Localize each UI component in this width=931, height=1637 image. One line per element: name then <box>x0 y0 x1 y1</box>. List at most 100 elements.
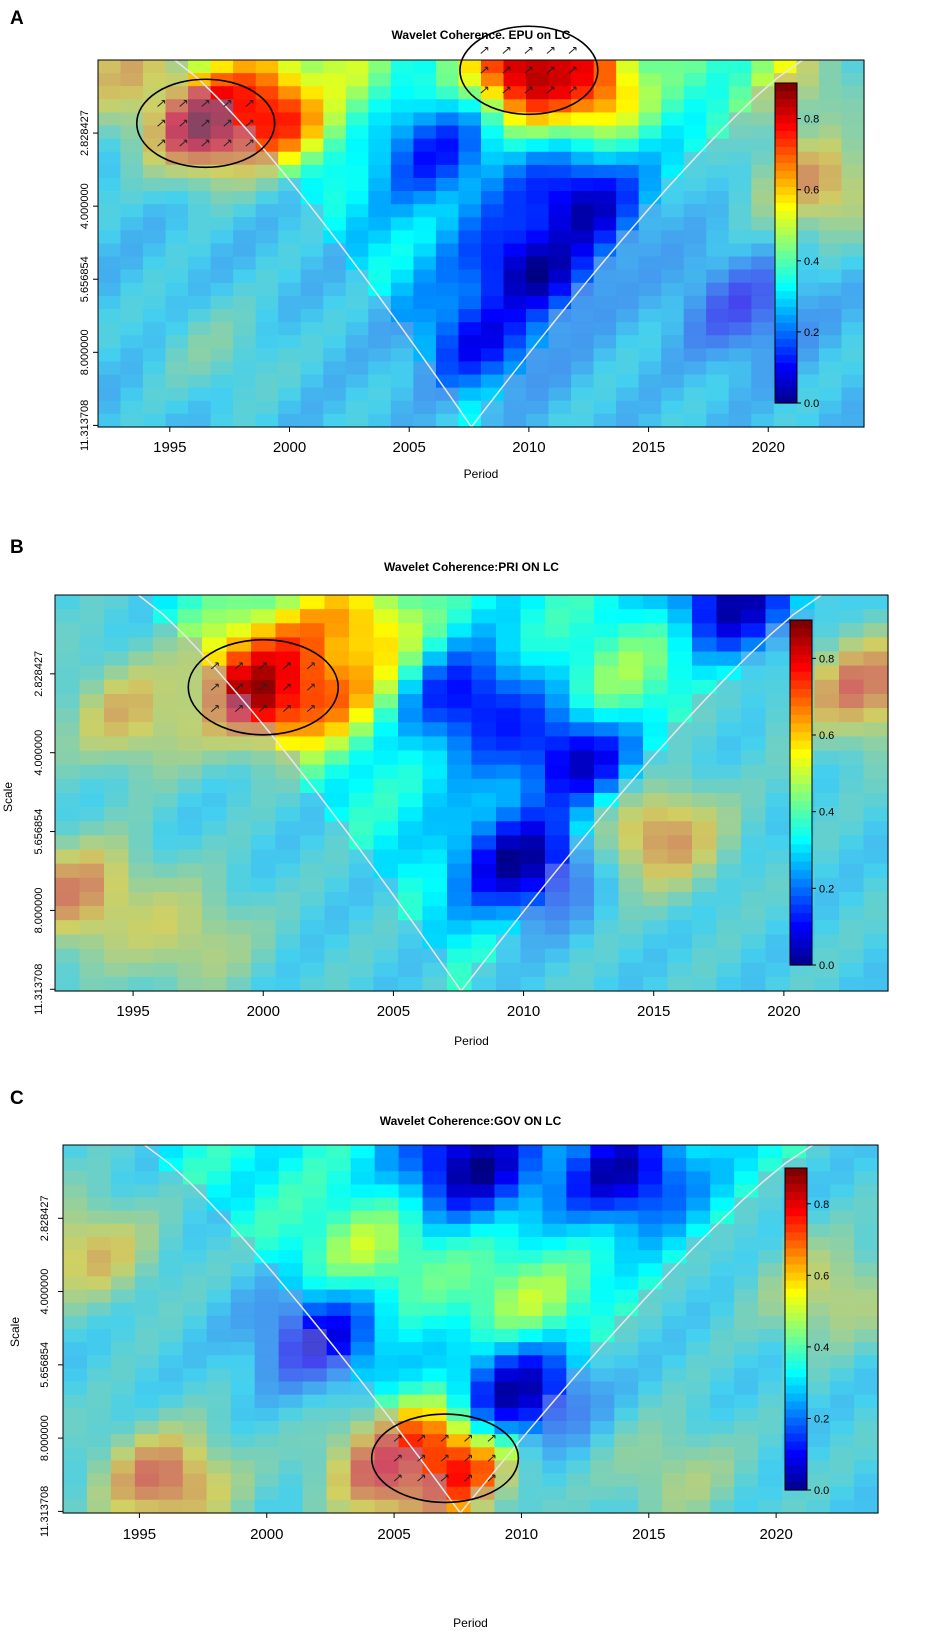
coi-shade <box>854 1460 879 1475</box>
heatmap-cell <box>413 177 437 192</box>
heatmap-cell <box>458 73 482 87</box>
coi-shade <box>841 177 865 192</box>
heatmap-cell <box>446 1460 472 1475</box>
coi-shade <box>350 1421 376 1435</box>
heatmap-cell <box>841 243 865 258</box>
heatmap-cell <box>390 191 415 205</box>
coi-shade <box>841 125 865 140</box>
coi-shade <box>206 1355 232 1370</box>
heatmap-cell <box>302 1197 328 1212</box>
coi-shade <box>638 1460 663 1475</box>
heatmap-cell <box>661 125 685 140</box>
heatmap-cell <box>398 1263 424 1278</box>
heatmap-cell <box>616 204 640 218</box>
heatmap-cell <box>518 1381 544 1396</box>
heatmap-cell <box>143 164 167 179</box>
heatmap-cell <box>120 177 144 192</box>
coi-shade <box>134 1315 160 1330</box>
heatmap-cell <box>435 230 460 245</box>
coi-shade <box>818 138 843 153</box>
heatmap-cell <box>661 138 685 153</box>
colorbar-segment <box>785 1481 807 1491</box>
heatmap-cell <box>390 177 415 192</box>
coi-shade <box>134 1460 160 1475</box>
heatmap-cell <box>706 191 730 205</box>
heatmap-cell <box>278 230 302 245</box>
coi-shade <box>134 1407 160 1422</box>
coi-shade <box>818 230 843 245</box>
coi-shade <box>728 138 752 153</box>
heatmap-cell <box>518 1329 544 1343</box>
heatmap-cell <box>143 204 167 218</box>
coi-shade <box>158 1421 184 1435</box>
heatmap-cell <box>494 1381 520 1396</box>
heatmap-cell <box>368 73 392 87</box>
heatmap-cell <box>590 1263 615 1278</box>
colorbar-segment <box>785 1425 807 1435</box>
coi-shade <box>182 1342 208 1356</box>
heatmap-cell <box>566 1237 591 1251</box>
heatmap-cell <box>413 60 437 74</box>
coi-shade <box>734 1486 759 1501</box>
coi-shade <box>614 1381 639 1396</box>
coi-shade <box>86 1447 112 1462</box>
heatmap-cell <box>435 99 460 114</box>
coi-shade <box>614 1447 639 1462</box>
coi-shade <box>590 1460 615 1475</box>
heatmap-cell <box>278 191 302 205</box>
coi-shade <box>662 1486 687 1501</box>
heatmap-cell <box>728 86 752 100</box>
heatmap-cell <box>728 138 752 153</box>
coi-shade <box>614 1499 639 1514</box>
coi-shade <box>63 1158 88 1172</box>
coi-shade <box>63 1499 88 1514</box>
heatmap-cell <box>503 204 527 218</box>
coi-shade <box>662 1315 687 1330</box>
heatmap-cell <box>710 1184 735 1199</box>
coi-shade <box>254 1276 280 1291</box>
coi-shade <box>188 204 212 218</box>
heatmap-cell <box>422 1145 448 1159</box>
heatmap-cell <box>710 1158 735 1172</box>
coi-shade <box>806 1250 831 1264</box>
heatmap-cell <box>503 230 527 245</box>
heatmap-cell <box>706 86 730 100</box>
coi-shade <box>854 1381 879 1396</box>
heatmap-cell <box>422 1263 448 1278</box>
heatmap-cell <box>526 112 550 127</box>
heatmap-cell <box>435 256 460 271</box>
heatmap-cell <box>590 1184 615 1199</box>
heatmap-cell <box>683 60 707 74</box>
heatmap-cell <box>841 60 865 74</box>
heatmap-cell <box>728 60 752 74</box>
heatmap-cell <box>728 217 752 231</box>
coi-shade <box>734 1499 759 1514</box>
coi-shade <box>758 1223 783 1238</box>
coi-shade <box>278 1473 304 1488</box>
coi-shade <box>254 1368 280 1383</box>
heatmap-cell <box>98 99 122 114</box>
coi-shade <box>230 1447 256 1462</box>
heatmap-cell <box>661 217 685 231</box>
coi-shade <box>143 191 167 205</box>
heatmap-cell <box>422 1171 448 1186</box>
coi-shade <box>134 1421 160 1435</box>
coi-shade <box>98 243 122 258</box>
coi-shade <box>143 256 167 271</box>
coi-shade <box>63 1210 88 1225</box>
coi-shade <box>734 1421 759 1435</box>
coi-shade <box>854 1315 879 1330</box>
coi-shade <box>638 217 662 231</box>
coi-shade <box>120 191 144 205</box>
heatmap-cell <box>413 243 437 258</box>
heatmap-cell <box>390 243 415 258</box>
coi-shade <box>758 1302 783 1317</box>
heatmap-cell <box>614 1158 639 1172</box>
heatmap-cell <box>518 1158 544 1172</box>
heatmap-cell <box>345 60 369 74</box>
heatmap-cell <box>683 243 707 258</box>
coi-shade <box>86 1460 112 1475</box>
coi-shade <box>158 1447 184 1462</box>
heatmap-cell <box>593 217 617 231</box>
